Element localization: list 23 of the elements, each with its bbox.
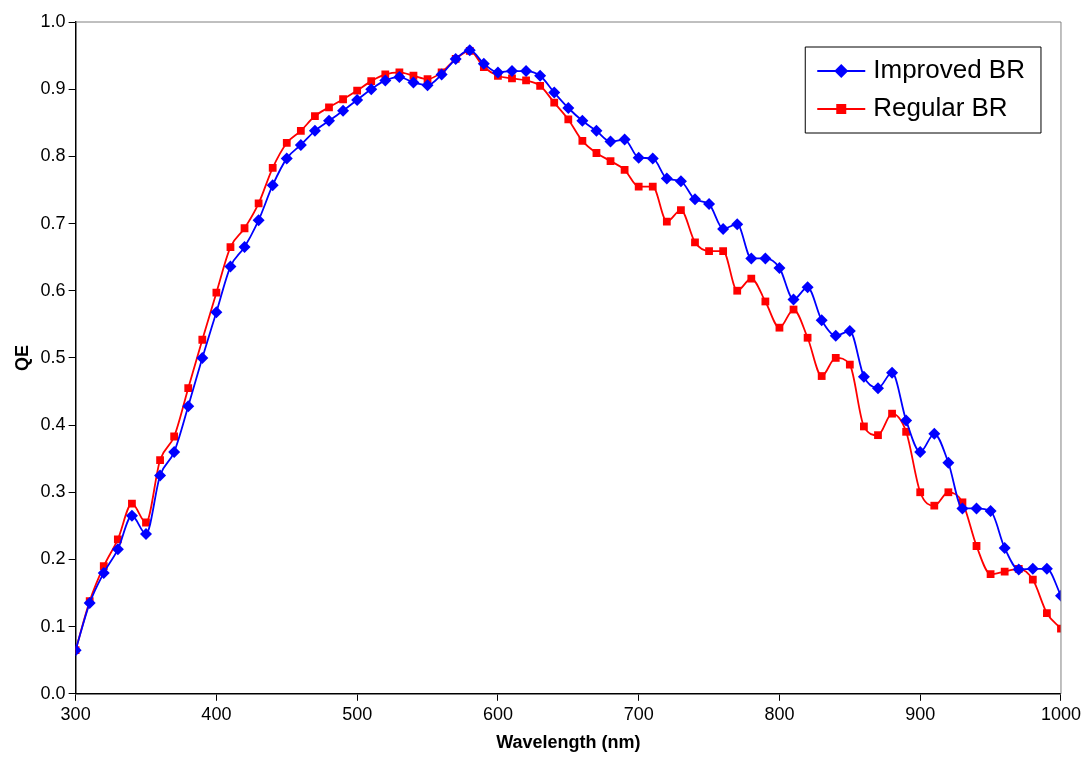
y-tick-label: 0.6 [40, 279, 66, 300]
x-tick-label: 800 [764, 703, 795, 724]
y-tick-label: 0.2 [40, 548, 66, 569]
y-tick-label: 0.3 [40, 481, 66, 502]
y-tick-label: 1.0 [40, 10, 66, 31]
y-tick-label: 0.8 [40, 145, 66, 166]
legend-label: Regular BR [873, 92, 1008, 123]
x-axis-title: Wavelength (nm) [496, 732, 641, 753]
y-tick-label: 0.1 [40, 615, 66, 636]
legend-label: Improved BR [873, 54, 1025, 85]
x-tick-label: 600 [482, 703, 513, 724]
x-tick-label: 900 [905, 703, 936, 724]
y-tick-label: 0.0 [40, 682, 66, 703]
y-tick-label: 0.9 [40, 78, 66, 99]
x-tick-label: 300 [60, 703, 91, 724]
x-tick-label: 500 [342, 703, 373, 724]
y-tick-label: 0.7 [40, 212, 66, 233]
y-tick-label: 0.4 [40, 414, 66, 435]
x-tick-label: 700 [623, 703, 654, 724]
x-tick-label: 400 [201, 703, 232, 724]
y-tick-label: 0.5 [40, 346, 66, 367]
x-tick-label: 1000 [1040, 703, 1081, 724]
y-axis-title: QE [11, 344, 32, 371]
